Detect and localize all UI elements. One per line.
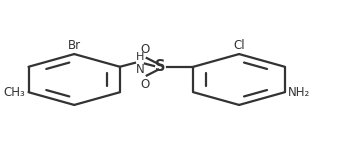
Text: Cl: Cl bbox=[233, 39, 245, 52]
Text: S: S bbox=[155, 59, 165, 74]
Text: NH₂: NH₂ bbox=[288, 86, 310, 99]
Text: H: H bbox=[136, 52, 144, 62]
Text: N: N bbox=[136, 63, 144, 76]
Text: O: O bbox=[141, 78, 150, 91]
Text: CH₃: CH₃ bbox=[3, 86, 25, 99]
Text: O: O bbox=[141, 43, 150, 56]
Text: Br: Br bbox=[68, 39, 81, 52]
